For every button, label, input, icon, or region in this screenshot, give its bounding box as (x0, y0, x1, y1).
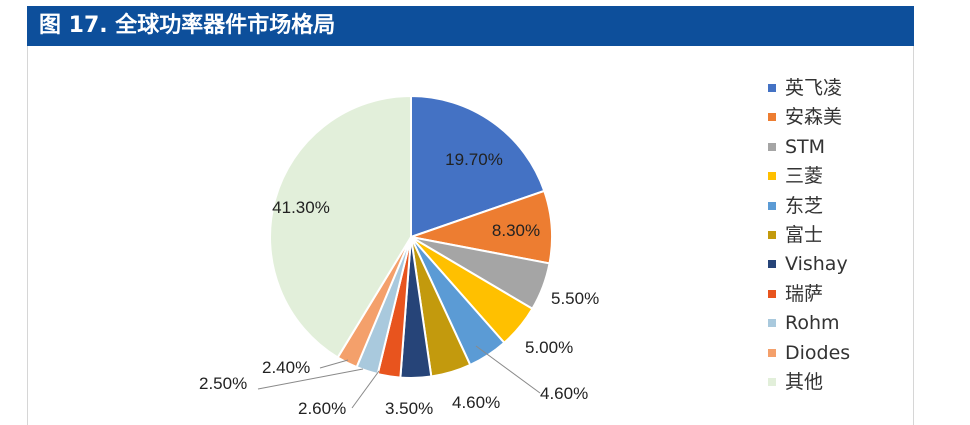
legend-label: 瑞萨 (785, 282, 824, 305)
leader-line-9 (319, 359, 349, 369)
legend-label: Diodes (785, 341, 851, 364)
legend-swatch (768, 289, 776, 298)
legend-swatch (768, 201, 776, 210)
leader-line-8 (257, 368, 364, 390)
legend-label: 其他 (785, 370, 824, 393)
legend-swatch (768, 84, 776, 92)
slice-value-label-4: 4.60% (540, 384, 588, 403)
slice-value-label-6: 3.50% (385, 399, 433, 418)
slice-value-label-8: 2.50% (199, 374, 247, 393)
slice-value-label-0: 19.70% (445, 150, 503, 169)
legend-swatch (768, 348, 776, 357)
slice-value-label-1: 8.30% (492, 221, 540, 240)
legend-swatch (768, 377, 776, 386)
legend-label: 英飞凌 (785, 77, 843, 99)
slice-value-label-3: 5.00% (525, 338, 573, 357)
legend-label: 安森美 (785, 106, 843, 129)
figure-title-bar: 图 17. 全球功率器件市场格局 (27, 6, 914, 46)
legend-swatch (768, 230, 776, 239)
legend-label: 富士 (785, 223, 824, 246)
chart-frame (27, 46, 914, 425)
legend-label: STM (785, 135, 826, 158)
legend-label: 三菱 (785, 165, 824, 188)
legend-swatch (768, 113, 776, 122)
legend-swatch (768, 319, 776, 328)
leader-line-7 (351, 370, 380, 409)
legend-swatch (768, 260, 776, 269)
slice-value-label-2: 5.50% (551, 289, 599, 308)
pie-slice-10 (269, 94, 412, 359)
leader-line-4 (475, 345, 541, 394)
legend-swatch (768, 172, 776, 181)
legend-label: Rohm (785, 312, 840, 335)
slice-value-label-5: 4.60% (452, 393, 500, 412)
figure-title: 图 17. 全球功率器件市场格局 (39, 13, 336, 38)
slice-value-label-7: 2.60% (298, 399, 346, 418)
legend-label: 东芝 (785, 194, 824, 217)
legend-swatch (768, 142, 776, 151)
slice-value-label-9: 2.40% (262, 358, 310, 377)
slice-value-label-10: 41.30% (272, 198, 330, 217)
legend-label: Vishay (785, 253, 848, 276)
